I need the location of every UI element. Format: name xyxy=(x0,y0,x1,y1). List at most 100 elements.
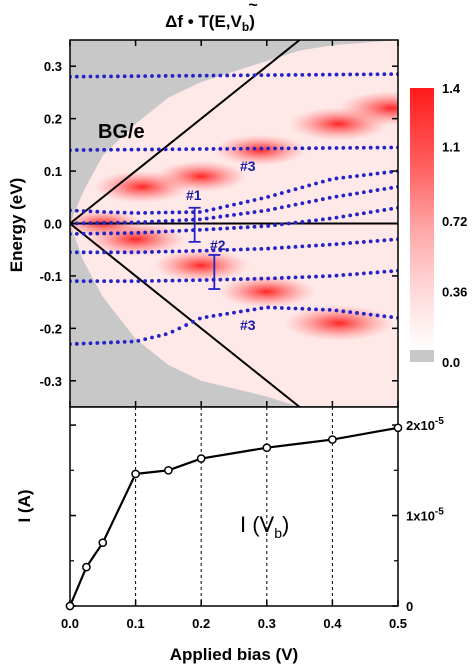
level-dot xyxy=(252,247,257,251)
level-dot xyxy=(211,227,216,232)
level-dot xyxy=(129,250,134,255)
level-dot xyxy=(334,273,339,278)
level-dot xyxy=(95,341,100,345)
energy-axis-label: Energy (eV) xyxy=(7,178,26,272)
level-dot xyxy=(300,306,305,311)
level-dot xyxy=(368,312,373,317)
level-dot xyxy=(279,222,284,227)
level-dot xyxy=(102,210,107,214)
level-dot xyxy=(150,147,154,152)
level-dot xyxy=(286,204,291,208)
level-dot xyxy=(300,275,305,280)
level-dot xyxy=(293,187,298,192)
level-dot xyxy=(327,177,332,182)
level-dot xyxy=(361,190,366,195)
level-dot xyxy=(252,198,257,202)
level-dot xyxy=(81,279,86,284)
level-dot xyxy=(375,145,380,150)
level-dot xyxy=(211,248,216,253)
current-marker xyxy=(65,601,75,611)
level-dot xyxy=(74,341,79,346)
level-dot xyxy=(327,242,332,247)
level-dot xyxy=(334,242,339,247)
level-dot xyxy=(293,202,298,207)
level-dot xyxy=(211,147,216,151)
level-dot xyxy=(368,189,373,194)
level-dot xyxy=(109,147,113,152)
level-dot xyxy=(197,227,202,232)
level-dot xyxy=(184,228,189,233)
level-dot xyxy=(95,231,100,236)
dotted-level xyxy=(70,184,398,226)
level-dot xyxy=(211,314,216,318)
level-dot xyxy=(300,185,305,190)
level-dot xyxy=(273,276,277,281)
level-dot xyxy=(122,231,127,236)
level-dot xyxy=(150,279,154,283)
level-1-label: #1 xyxy=(186,187,202,203)
level-dot xyxy=(122,250,127,255)
level-dot xyxy=(177,326,182,331)
current-marker xyxy=(164,465,173,475)
level-dot xyxy=(245,146,250,151)
level-dot xyxy=(266,224,271,228)
heatmap-title: Δf • T(E,Vb) xyxy=(165,12,255,34)
level-dot xyxy=(320,307,325,312)
level-dot xyxy=(156,229,161,234)
level-dot xyxy=(259,224,264,229)
level-dot xyxy=(279,73,284,77)
level-dot xyxy=(259,146,264,151)
bias-tick-label: 0.4 xyxy=(323,616,342,631)
level-dot xyxy=(320,72,325,77)
level-dot xyxy=(170,210,175,215)
bias-window-lines xyxy=(70,40,301,407)
level-dot xyxy=(95,250,100,255)
level-dot xyxy=(355,191,359,196)
current-curve-label: I (Vb) xyxy=(240,512,289,541)
level-dot xyxy=(266,73,271,78)
level-dot xyxy=(115,279,120,284)
level-dot xyxy=(177,218,182,223)
level-dot xyxy=(286,245,291,250)
current-tick-base: 0 xyxy=(406,599,413,614)
level-dot xyxy=(225,73,230,78)
level-dot xyxy=(361,72,366,77)
level-dot xyxy=(279,146,284,151)
level-dot xyxy=(320,217,325,222)
heatmap-hotspot xyxy=(339,90,398,126)
level-dot xyxy=(95,147,100,152)
level-dot xyxy=(327,216,332,221)
level-dot xyxy=(286,189,291,194)
current-marker xyxy=(262,443,272,453)
level-dot xyxy=(218,205,223,210)
level-dot xyxy=(375,209,380,213)
level-dot xyxy=(238,247,243,252)
level-dot xyxy=(136,211,141,215)
level-dot xyxy=(300,146,305,151)
heatmap-hotspot xyxy=(284,305,394,341)
level-dot xyxy=(225,146,230,151)
level-dot xyxy=(218,226,223,231)
level-dot xyxy=(81,74,86,79)
level-dot xyxy=(115,231,120,236)
level-dot xyxy=(225,248,230,252)
level-dot xyxy=(191,249,195,253)
level-dot xyxy=(341,241,346,246)
level-dot xyxy=(150,219,154,224)
level-dot xyxy=(81,209,86,213)
level-dot xyxy=(184,210,189,215)
level-dot xyxy=(355,272,359,276)
level-dot xyxy=(273,193,277,197)
level-dot xyxy=(266,208,271,213)
level-dot xyxy=(109,250,113,255)
bias-tick-label: 0.0 xyxy=(61,616,79,631)
level-dot xyxy=(389,237,394,242)
title-tilde: ~ xyxy=(248,0,257,14)
bias-window-upper-line xyxy=(70,40,301,225)
level-dot xyxy=(197,248,202,253)
level-dot xyxy=(218,277,223,282)
level-dot xyxy=(81,250,86,255)
energy-tick-label: 0.2 xyxy=(44,112,62,127)
level-dot xyxy=(115,210,120,215)
